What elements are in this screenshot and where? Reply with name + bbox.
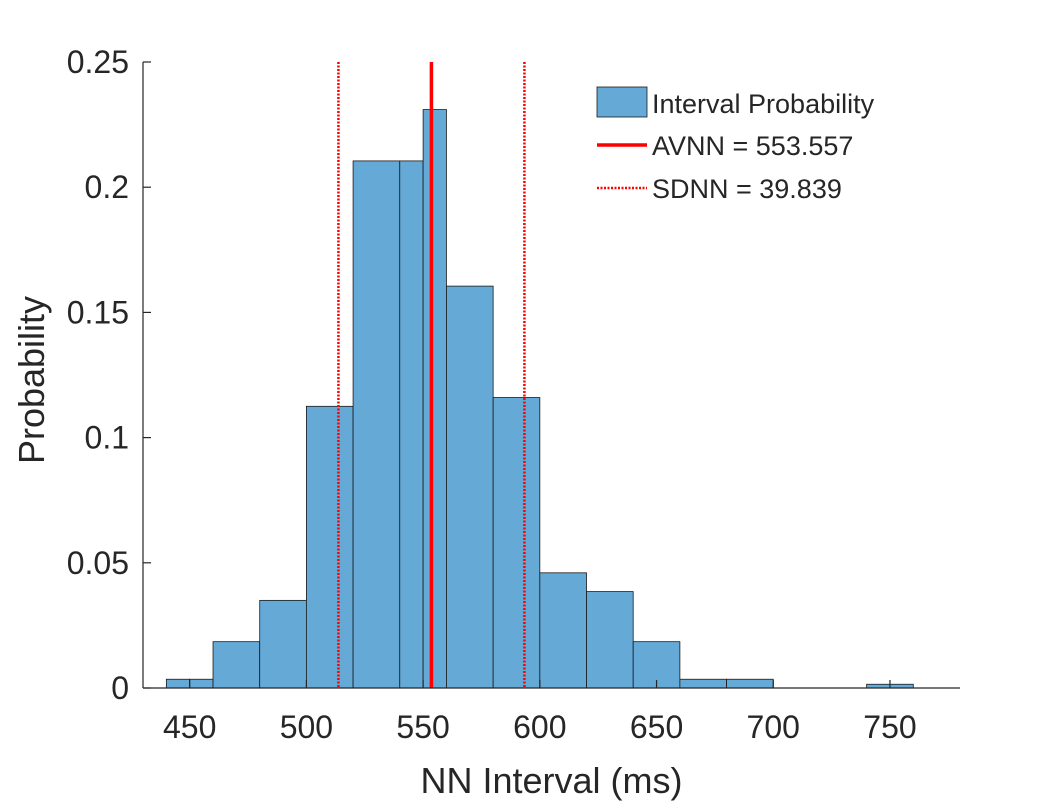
x-tick-label: 500 (280, 709, 333, 745)
histogram-bar (446, 285, 494, 689)
histogram-bar (352, 160, 401, 689)
legend: Interval Probability AVNN = 553.557 SDNN =… (596, 86, 875, 204)
x-tick-label: 700 (747, 709, 800, 745)
x-axis-label: NN Interval (ms) (420, 760, 682, 801)
histogram-bar (305, 405, 354, 689)
y-tick-label: 0.15 (67, 294, 129, 330)
histogram-bar (492, 397, 541, 689)
y-axis-ticks: 0 0.05 0.1 0.15 0.2 0.25 (67, 44, 151, 706)
histogram-bar (259, 599, 307, 689)
axes (142, 62, 960, 689)
histogram-bar (212, 641, 261, 689)
y-tick-label: 0 (111, 670, 129, 706)
x-tick-label: 450 (163, 709, 216, 745)
x-tick-label: 550 (396, 709, 449, 745)
histogram-bar (422, 109, 447, 689)
y-tick-label: 0.1 (85, 420, 129, 456)
statistic-lines (337, 62, 526, 688)
histogram-bar (679, 678, 727, 689)
legend-swatch-patch (596, 86, 648, 118)
y-tick-label: 0.2 (85, 169, 129, 205)
legend-label: SDNN = 39.839 (652, 174, 842, 204)
x-tick-label: 600 (513, 709, 566, 745)
histogram-bar (399, 160, 424, 689)
histogram-bar (189, 678, 214, 689)
y-tick-label: 0.05 (67, 545, 129, 581)
x-tick-label: 750 (863, 709, 916, 745)
x-axis-ticks: 450 500 550 600 650 700 750 (163, 680, 917, 745)
x-tick-label: 650 (630, 709, 683, 745)
histogram-bar (586, 591, 634, 689)
histogram-bar (165, 678, 191, 689)
y-axis-label: Probability (11, 296, 52, 464)
histogram-bar (726, 678, 774, 689)
histogram-bar (539, 572, 587, 689)
legend-label: AVNN = 553.557 (652, 131, 853, 161)
legend-label: Interval Probability (652, 89, 875, 119)
histogram-bars (165, 109, 914, 689)
y-tick-label: 0.25 (67, 44, 129, 80)
